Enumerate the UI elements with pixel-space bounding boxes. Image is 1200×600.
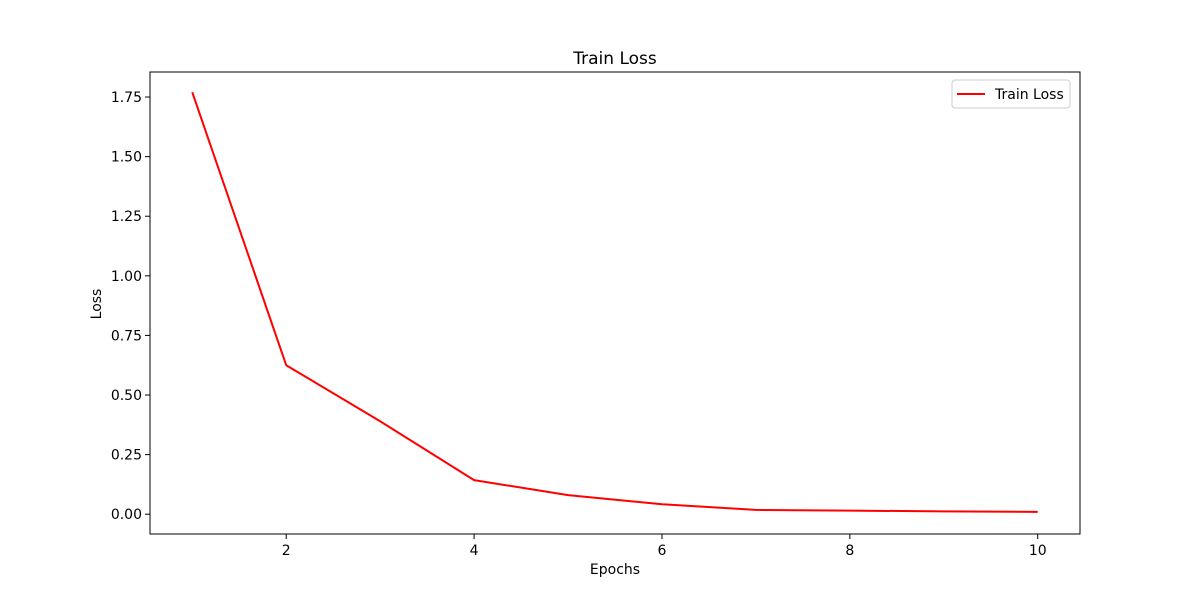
plot-area — [149, 71, 1081, 535]
y-tick-label: 1.25 — [111, 209, 142, 225]
y-tick-label: 1.75 — [111, 90, 142, 106]
y-tick-label: 1.50 — [111, 150, 142, 166]
x-tick-label: 2 — [282, 543, 291, 559]
x-tick-label: 4 — [470, 543, 479, 559]
plot-frame — [149, 71, 1081, 535]
chart-title: Train Loss — [572, 49, 657, 69]
x-axis: 2 4 6 8 10 — [282, 534, 1047, 559]
series-line — [191, 91, 1038, 513]
y-tick-label: 0.75 — [111, 328, 142, 344]
x-tick-label: 6 — [658, 543, 667, 559]
y-tick-label: 0.50 — [111, 388, 142, 404]
legend: Train Loss — [951, 79, 1071, 109]
y-tick-label: 1.00 — [111, 269, 142, 285]
y-axis: 0.00 0.25 0.50 0.75 1.00 1.25 1.50 1.75 — [111, 90, 150, 523]
x-axis-label: Epochs — [590, 562, 640, 578]
legend-box — [951, 79, 1071, 109]
legend-label: Train Loss — [994, 87, 1064, 103]
y-tick-label: 0.00 — [111, 507, 142, 523]
y-axis-label: Loss — [89, 289, 105, 320]
y-tick-label: 0.25 — [111, 448, 142, 464]
x-tick-label: 10 — [1029, 543, 1047, 559]
x-tick-label: 8 — [845, 543, 854, 559]
series-layer — [191, 91, 1038, 513]
